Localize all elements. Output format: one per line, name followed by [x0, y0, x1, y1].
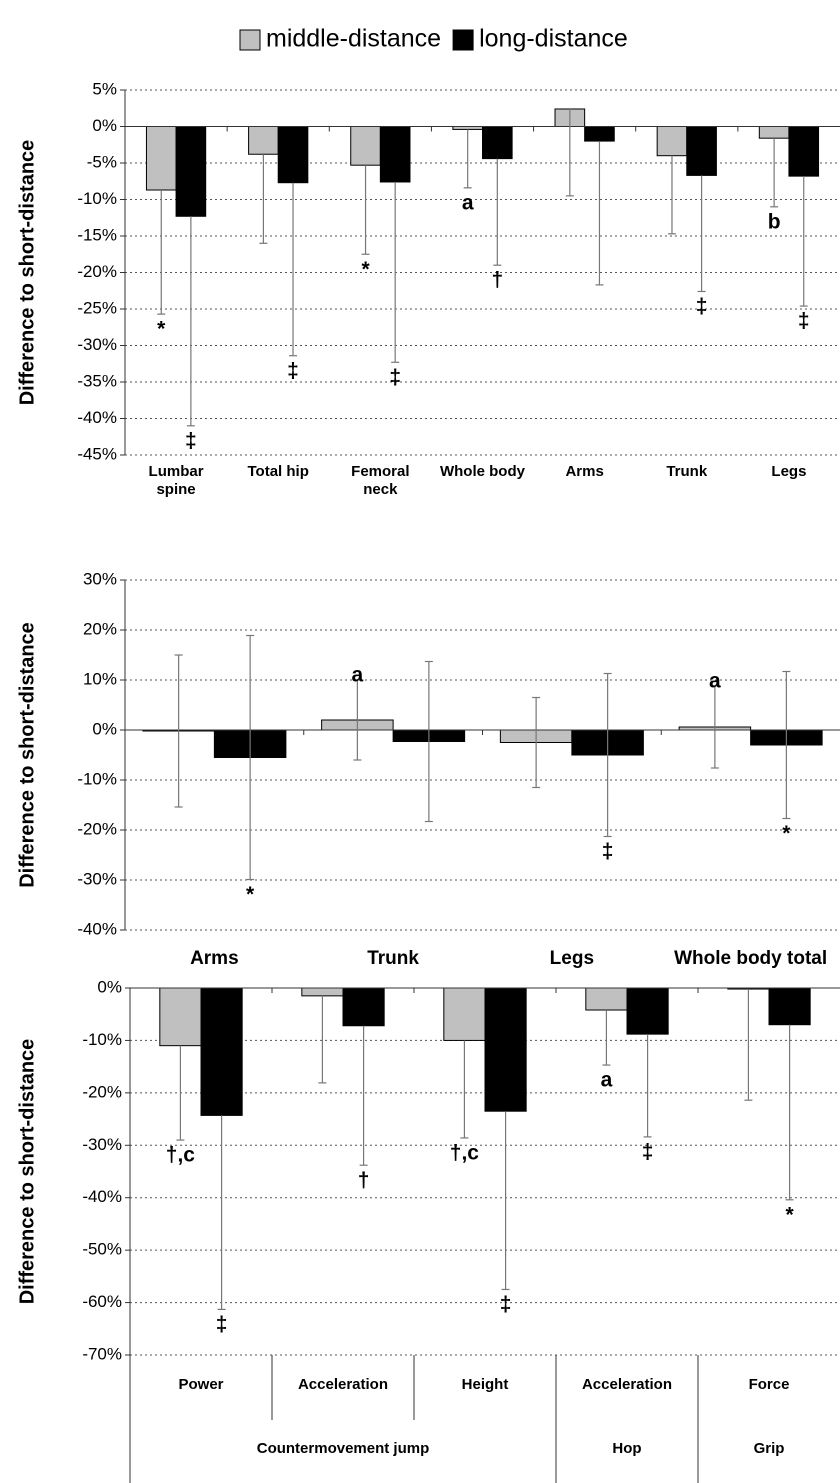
- y-tick-label: 10%: [83, 669, 117, 688]
- annotation: ‡: [642, 1140, 654, 1163]
- annotation: *: [361, 258, 370, 281]
- bar: [248, 126, 279, 155]
- y-tick-label: -20%: [77, 262, 117, 281]
- bar: [768, 987, 811, 1026]
- annotation: †,c: [166, 1144, 196, 1167]
- y-tick-label: 20%: [83, 619, 117, 638]
- bar: [350, 126, 381, 166]
- bar: [758, 126, 790, 139]
- y-axis-label: Difference to short-distance: [16, 622, 38, 888]
- bar: [788, 126, 820, 177]
- x-tick-label: Acceleration: [581, 1376, 673, 1393]
- legend-swatch: [239, 29, 261, 51]
- y-tick-label: -50%: [82, 1240, 122, 1259]
- bar: [145, 126, 177, 191]
- annotation: ‡: [696, 295, 708, 318]
- annotation: a: [352, 664, 364, 687]
- legend-label: long-distance: [479, 25, 628, 53]
- x-tick-label: Acceleration: [297, 1376, 389, 1393]
- x-tick-label: Force: [748, 1376, 790, 1393]
- bar: [585, 987, 628, 1011]
- y-tick-label: -40%: [82, 1187, 122, 1206]
- annotation: †: [358, 1169, 370, 1192]
- y-tick-label: -20%: [82, 1082, 122, 1101]
- y-tick-label: -10%: [82, 1030, 122, 1049]
- annotation: †: [491, 269, 503, 292]
- y-tick-label: 0%: [97, 977, 122, 996]
- annotation: ‡: [389, 366, 401, 389]
- y-tick-label: -40%: [77, 408, 117, 427]
- legend-label: middle-distance: [266, 25, 441, 53]
- y-tick-label: 5%: [92, 79, 117, 98]
- x-tick-label: Legs: [549, 948, 595, 969]
- x-tick-label: Total hip: [247, 463, 309, 480]
- y-tick-label: -25%: [77, 298, 117, 317]
- group-label: Countermovement jump: [256, 1440, 430, 1457]
- bar: [656, 126, 688, 157]
- y-tick-label: -30%: [82, 1135, 122, 1154]
- y-tick-label: -20%: [77, 819, 117, 838]
- x-tick-label: Lumbar spine: [148, 463, 204, 498]
- x-tick-label: Whole body total: [674, 948, 828, 969]
- x-tick-label: Arms: [190, 948, 239, 969]
- x-tick-label: Trunk: [367, 948, 419, 969]
- annotation: b: [768, 210, 781, 233]
- annotation: ‡: [185, 429, 197, 452]
- y-tick-label: 30%: [83, 569, 117, 588]
- x-tick-label: Trunk: [666, 463, 708, 480]
- y-tick-label: -30%: [77, 335, 117, 354]
- annotation: a: [709, 670, 721, 693]
- y-tick-label: -10%: [77, 189, 117, 208]
- y-tick-label: 0%: [92, 719, 117, 738]
- x-tick-label: Legs: [771, 463, 807, 480]
- y-tick-label: -5%: [87, 152, 117, 171]
- annotation: †,c: [450, 1141, 480, 1164]
- bar: [301, 987, 344, 997]
- annotation: ‡: [500, 1293, 512, 1316]
- bar: [379, 126, 411, 183]
- x-tick-label: Height: [461, 1376, 509, 1393]
- annotation: ‡: [602, 840, 614, 863]
- x-tick-label: Arms: [565, 463, 604, 480]
- y-tick-label: -60%: [82, 1292, 122, 1311]
- y-tick-label: -40%: [77, 919, 117, 938]
- bar: [159, 987, 202, 1047]
- annotation: a: [601, 1069, 613, 1092]
- annotation: *: [246, 883, 255, 906]
- y-axis-label: Difference to short-distance: [16, 1039, 38, 1305]
- x-tick-label: Power: [178, 1376, 224, 1393]
- bar: [443, 987, 486, 1041]
- annotation: ‡: [287, 359, 299, 382]
- y-tick-label: -10%: [77, 769, 117, 788]
- annotation: *: [782, 822, 791, 845]
- y-tick-label: -45%: [77, 444, 117, 463]
- y-tick-label: -70%: [82, 1344, 122, 1363]
- y-tick-label: -35%: [77, 371, 117, 390]
- x-tick-label: Whole body: [439, 463, 525, 480]
- y-tick-label: -30%: [77, 869, 117, 888]
- y-tick-label: 0%: [92, 116, 117, 135]
- y-tick-label: -15%: [77, 225, 117, 244]
- bar: [584, 126, 615, 142]
- bar: [277, 126, 309, 184]
- group-label: Hop: [612, 1440, 642, 1457]
- bar: [686, 126, 717, 176]
- annotation: *: [785, 1203, 794, 1226]
- bar: [200, 987, 243, 1116]
- bar: [175, 126, 207, 217]
- group-label: Grip: [753, 1440, 785, 1457]
- annotation: ‡: [798, 310, 810, 333]
- annotation: a: [462, 191, 474, 214]
- bar: [342, 987, 385, 1027]
- bar: [484, 987, 527, 1112]
- x-tick-label: Femoral neck: [351, 463, 410, 498]
- bar: [626, 987, 669, 1035]
- annotation: ‡: [216, 1313, 228, 1336]
- legend-swatch: [452, 29, 474, 51]
- y-axis-label: Difference to short-distance: [16, 140, 38, 406]
- bar: [482, 126, 513, 160]
- annotation: *: [157, 318, 166, 341]
